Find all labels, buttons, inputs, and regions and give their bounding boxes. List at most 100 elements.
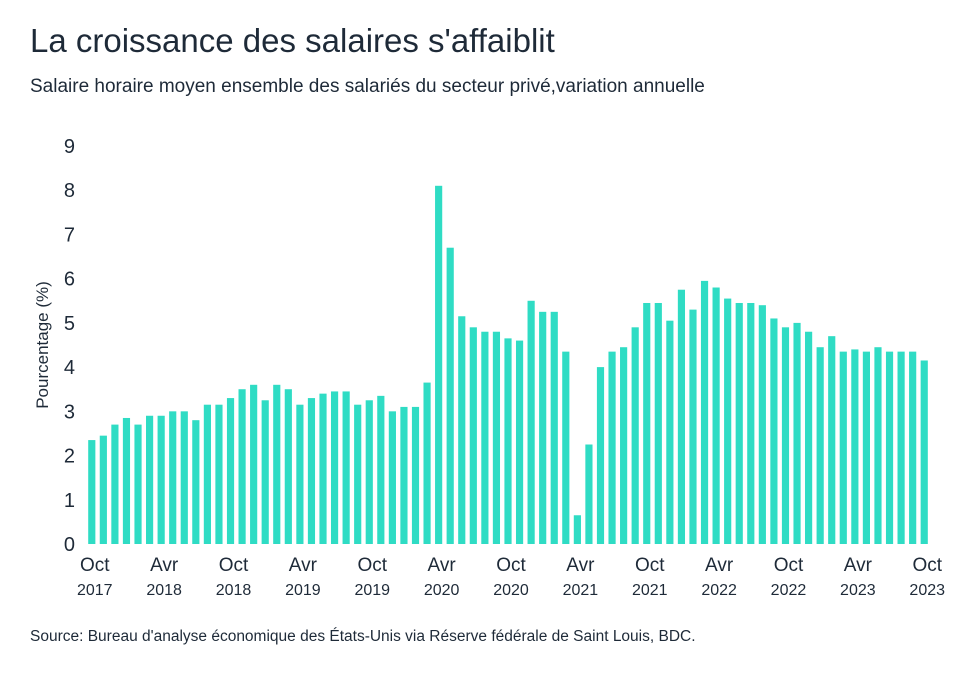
x-tick-year: 2022 xyxy=(771,582,807,599)
bar xyxy=(481,331,489,544)
bar xyxy=(643,302,651,544)
bar xyxy=(724,298,732,544)
bar xyxy=(411,406,420,544)
bar xyxy=(712,287,720,544)
x-tick-month: Avr xyxy=(150,555,179,576)
bar xyxy=(261,400,269,544)
bar xyxy=(365,400,373,544)
y-tick-label: 5 xyxy=(64,313,75,335)
bar xyxy=(527,300,535,544)
bar xyxy=(377,395,385,544)
bar xyxy=(816,347,824,544)
y-tick-label: 7 xyxy=(64,224,75,246)
bar xyxy=(874,347,882,544)
bar xyxy=(169,411,177,544)
y-tick-label: 0 xyxy=(64,534,75,556)
x-tick-month: Oct xyxy=(496,555,526,576)
bar xyxy=(897,351,905,544)
x-tick-month: Oct xyxy=(357,555,387,576)
bar xyxy=(562,351,570,544)
x-tick-month: Oct xyxy=(635,555,665,576)
y-axis-ticks: 0 1 2 3 4 5 6 7 8 9 xyxy=(64,136,75,556)
bar xyxy=(885,351,894,544)
bar xyxy=(550,311,558,544)
bar xyxy=(157,415,165,544)
bar xyxy=(215,404,223,544)
bar-chart: 0 1 2 3 4 5 6 7 8 9 Pourcentage (%) Oct 2017 Avr 201… xyxy=(33,136,945,599)
y-tick-label: 8 xyxy=(64,180,75,202)
bar xyxy=(920,360,928,544)
bar xyxy=(238,389,246,544)
x-tick-year: 2021 xyxy=(632,582,668,599)
bar xyxy=(192,420,200,544)
bar xyxy=(458,316,466,544)
bar xyxy=(446,247,454,544)
bar xyxy=(330,391,339,544)
x-tick-year: 2019 xyxy=(354,582,390,599)
x-tick-month: Avr xyxy=(566,555,595,576)
source-note: Source: Bureau d'analyse économique des … xyxy=(30,628,696,645)
x-tick-year: 2020 xyxy=(424,582,460,599)
x-tick-year: 2017 xyxy=(77,582,113,599)
bar xyxy=(700,280,709,544)
y-tick-label: 9 xyxy=(64,136,75,158)
x-tick-month: Oct xyxy=(774,555,804,576)
x-tick-month: Avr xyxy=(705,555,734,576)
x-tick-year: 2018 xyxy=(146,582,182,599)
bar xyxy=(539,311,547,544)
bar xyxy=(319,393,327,544)
bar xyxy=(99,435,107,544)
bar xyxy=(828,336,836,544)
bar xyxy=(111,424,119,544)
bar xyxy=(88,440,96,544)
bar xyxy=(781,327,790,544)
y-tick-label: 1 xyxy=(64,490,75,512)
bar xyxy=(758,305,766,544)
bar xyxy=(226,398,235,544)
bar xyxy=(573,515,581,544)
bar xyxy=(793,322,801,544)
bars xyxy=(88,185,928,545)
x-tick-year: 2023 xyxy=(840,582,876,599)
x-tick-month: Oct xyxy=(80,555,110,576)
y-tick-label: 6 xyxy=(64,269,75,291)
bar xyxy=(122,417,131,544)
bar xyxy=(423,382,431,544)
bar xyxy=(134,424,142,544)
x-tick-month: Oct xyxy=(219,555,249,576)
bar xyxy=(296,404,304,544)
bar xyxy=(504,338,512,544)
bar xyxy=(689,309,697,544)
bar xyxy=(747,302,755,544)
bar xyxy=(400,406,408,544)
bar xyxy=(805,331,813,544)
x-tick-year: 2020 xyxy=(493,582,529,599)
y-tick-label: 3 xyxy=(64,401,75,423)
bar xyxy=(677,289,686,544)
bar xyxy=(620,347,628,544)
bar xyxy=(608,351,616,544)
bar xyxy=(273,384,281,544)
bar xyxy=(307,398,316,544)
bar xyxy=(435,185,443,545)
bar xyxy=(388,411,396,544)
x-tick-month: Avr xyxy=(428,555,457,576)
bar xyxy=(596,367,605,544)
bar xyxy=(284,389,292,544)
bar xyxy=(203,404,211,544)
bar xyxy=(146,415,154,544)
x-tick-year: 2023 xyxy=(909,582,945,599)
chart-title: La croissance des salaires s'affaiblit xyxy=(30,22,555,59)
y-tick-label: 2 xyxy=(64,446,75,468)
bar xyxy=(354,404,362,544)
bar xyxy=(492,331,501,544)
y-tick-label: 4 xyxy=(64,357,75,379)
bar xyxy=(770,318,778,544)
bar xyxy=(851,349,859,544)
x-tick-year: 2021 xyxy=(563,582,599,599)
x-tick-year: 2018 xyxy=(216,582,252,599)
bar xyxy=(585,444,593,544)
bar xyxy=(250,384,258,544)
bar xyxy=(469,327,477,544)
bar xyxy=(909,351,917,544)
